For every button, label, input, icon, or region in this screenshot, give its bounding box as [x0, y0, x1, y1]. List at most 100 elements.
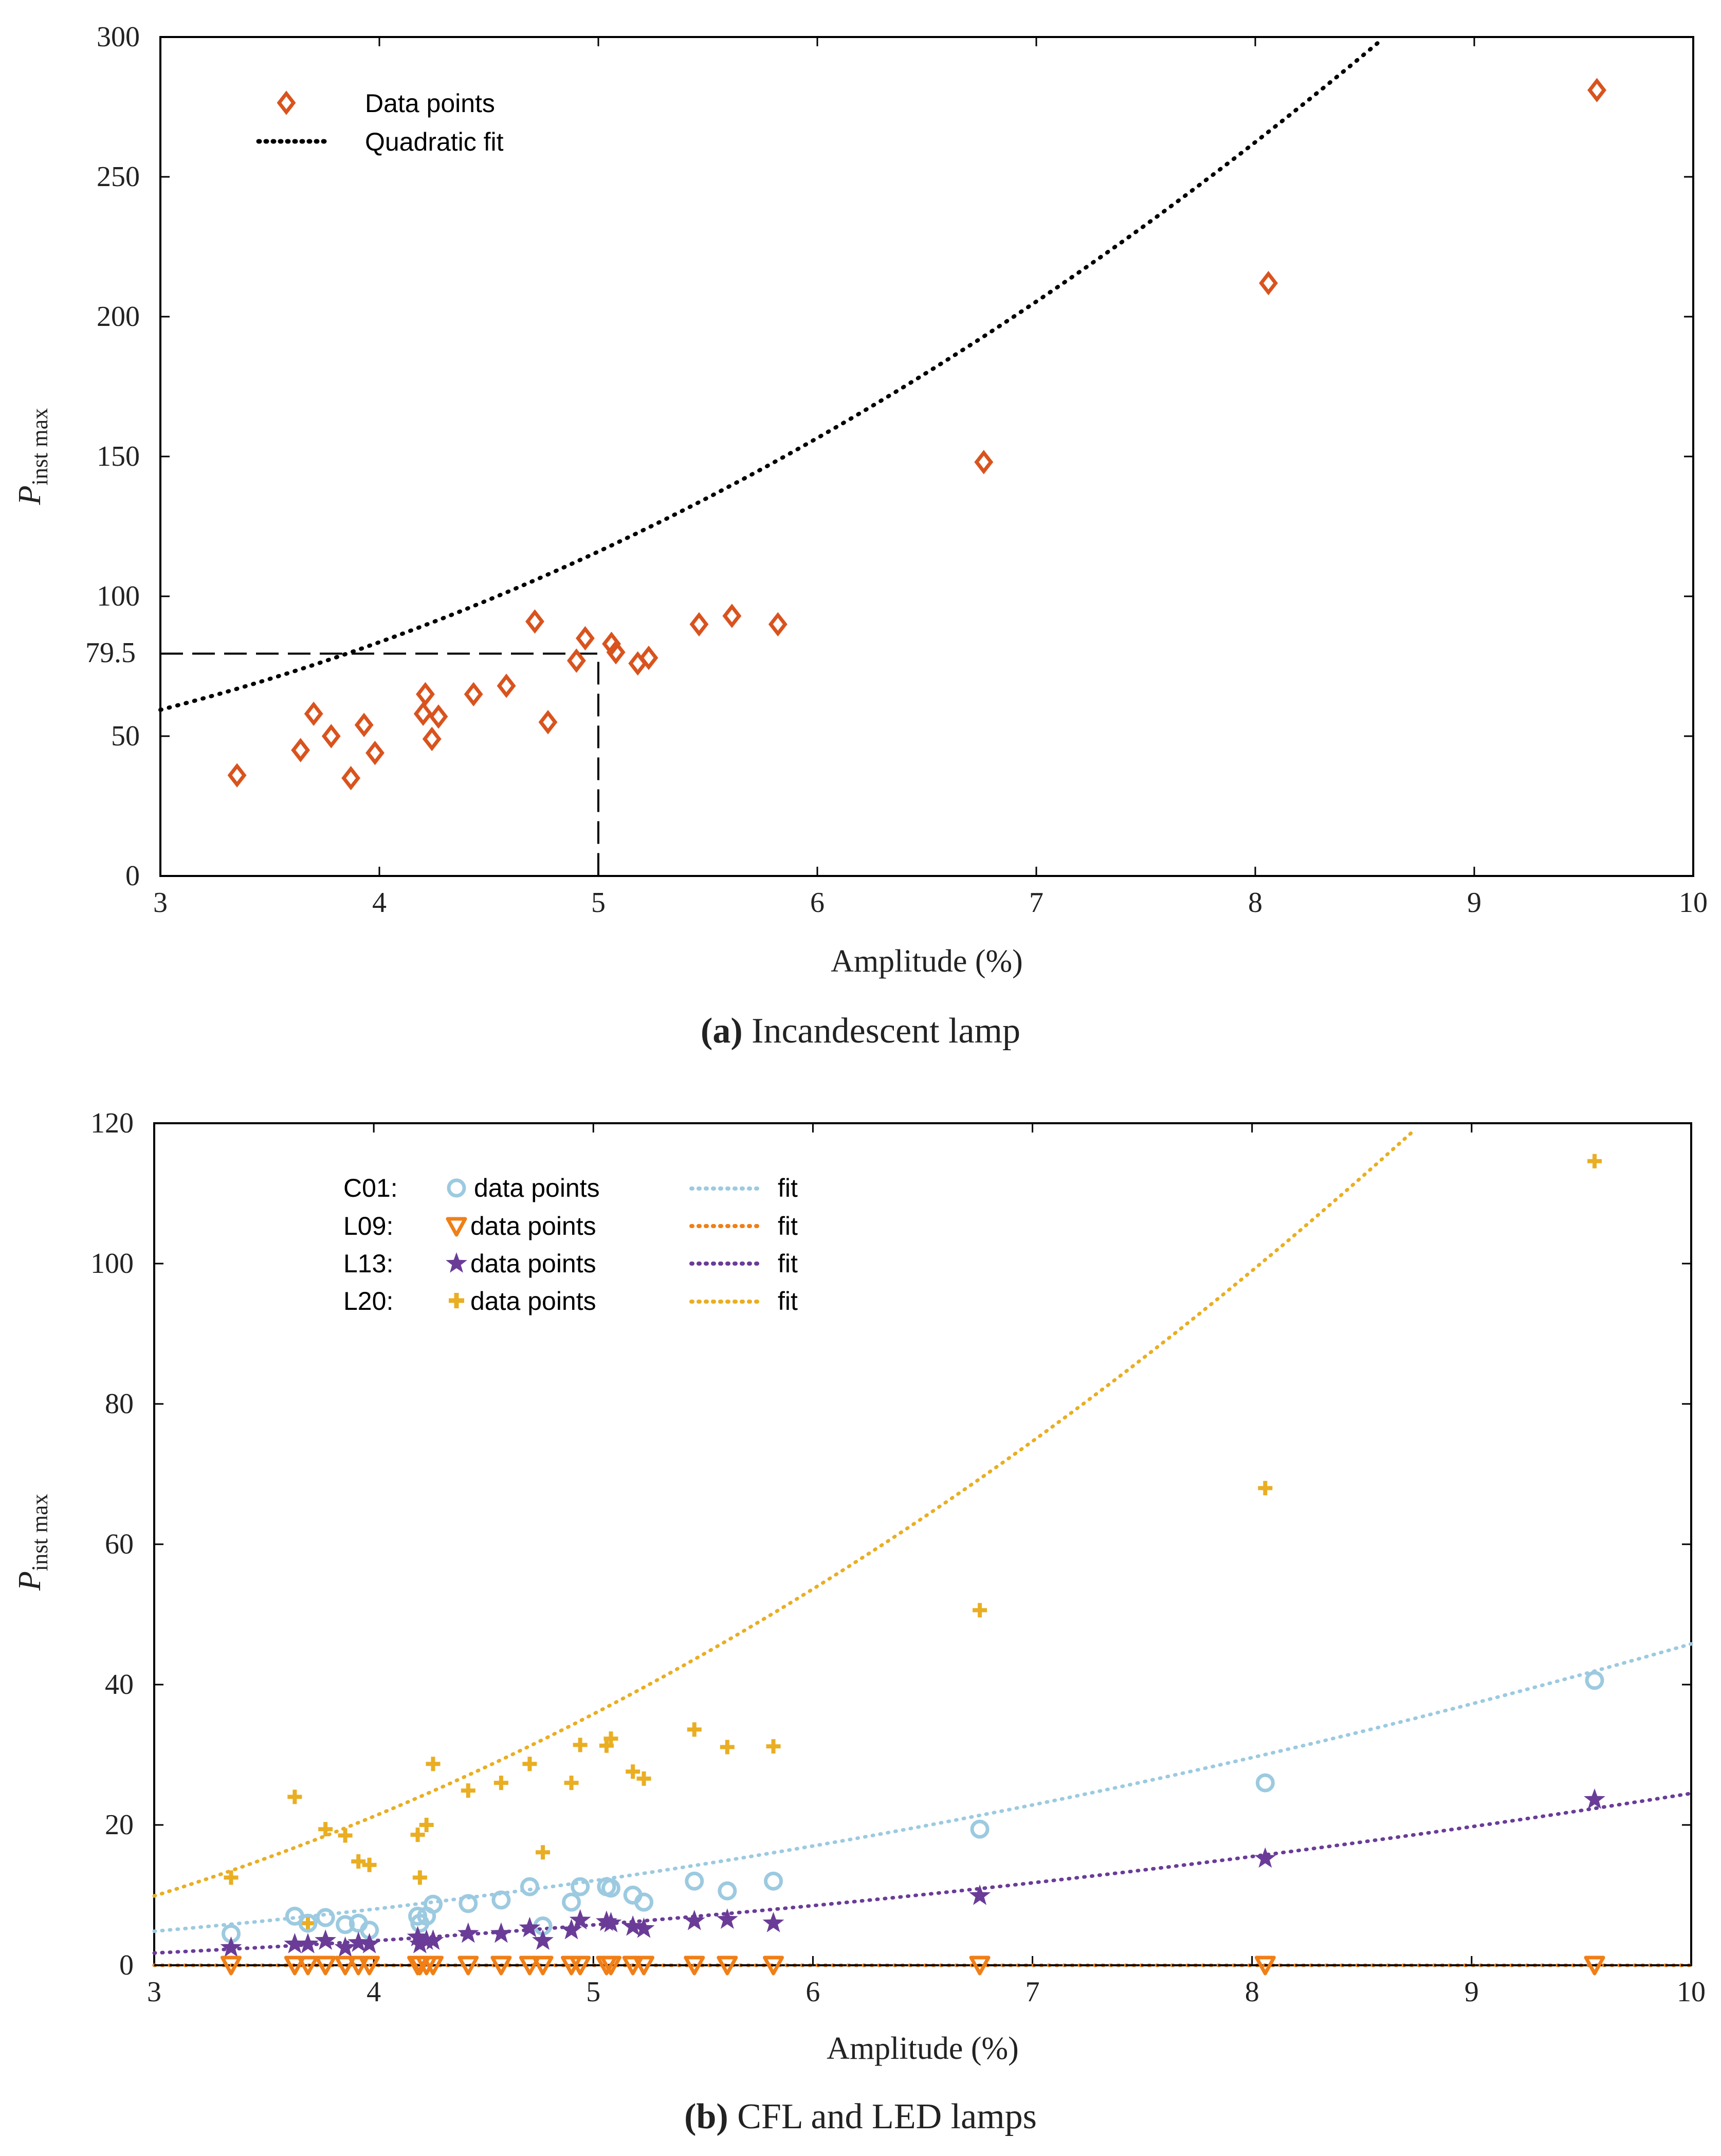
- panel-b-point-l13: [600, 1912, 622, 1932]
- panel-a-data-point: [525, 609, 544, 634]
- panel-b-point-l09: [570, 1956, 591, 1976]
- panel-b-ytick-label: 100: [90, 1248, 134, 1280]
- panel-b-point-c01: [298, 1913, 318, 1933]
- panel-a-data-point: [974, 450, 994, 474]
- panel-b-fit-line-c01: [152, 1642, 1693, 1933]
- panel-a-data-point: [566, 648, 586, 673]
- panel-b-point-l20: [687, 1722, 702, 1737]
- panel-b-point-c01: [562, 1892, 581, 1912]
- panel-b-point-c01: [491, 1890, 511, 1910]
- panel-b-point-l13: [347, 1931, 370, 1952]
- panel-a-data-point: [576, 626, 595, 651]
- panel-b-point-l13: [490, 1922, 512, 1943]
- panel-b-point-c01: [1585, 1671, 1604, 1690]
- panel-b-point-l09: [622, 1956, 644, 1976]
- panel-b-point-l13: [532, 1929, 554, 1950]
- panel-b-xtick-label: 6: [805, 1976, 820, 2008]
- panel-b-point-l13: [716, 1908, 738, 1929]
- panel-b-point-l13: [422, 1929, 444, 1950]
- panel-b-point-l09: [284, 1956, 305, 1976]
- panel-a-fit-layer: [158, 40, 1381, 712]
- panel-b-point-c01: [459, 1894, 478, 1913]
- panel-b-point-l13: [560, 1919, 582, 1940]
- panel-a-data-point: [538, 710, 558, 735]
- panel-b-point-l20: [224, 1870, 239, 1885]
- panel-b-point-l09: [1584, 1956, 1605, 1976]
- panel-b-point-c01: [520, 1877, 539, 1896]
- panel-b-point-l09: [335, 1956, 356, 1976]
- panel-b-legend-marker-plus: [449, 1293, 464, 1308]
- panel-b-xtick-label: 5: [586, 1976, 600, 2008]
- panel-b-point-c01: [634, 1892, 654, 1912]
- panel-b-point-l09: [684, 1956, 705, 1976]
- panel-a-reference-dashed-line: [160, 652, 599, 876]
- panel-b-point-c01: [601, 1878, 620, 1898]
- panel-b-legend-fit-label-l09: fit: [778, 1212, 798, 1240]
- panel-b-point-l20: [461, 1783, 475, 1798]
- panel-b-legend-fit-label-l13: fit: [778, 1249, 798, 1278]
- panel-b-point-l09: [600, 1956, 621, 1976]
- panel-b-ytick-label: 40: [105, 1669, 134, 1701]
- panel-b-point-l13: [407, 1926, 429, 1947]
- panel-a-legend-marker-diamond: [277, 90, 296, 115]
- panel-a-xtick-label: 3: [153, 887, 168, 919]
- panel-b-point-l13: [284, 1933, 306, 1953]
- panel-b-caption: (b) CFL and LED lamps: [684, 2097, 1037, 2136]
- panel-b-point-c01: [571, 1877, 590, 1896]
- panel-b-ytick-label: 20: [105, 1809, 134, 1841]
- panel-a-caption: (a) Incandescent lamp: [701, 1011, 1020, 1051]
- panel-b-point-l09: [297, 1956, 319, 1976]
- panel-b-point-l09: [422, 1956, 444, 1976]
- panel-b-legend-marker-star: [446, 1252, 467, 1273]
- panel-a-quadratic-fit-line: [158, 40, 1381, 712]
- panel-b-point-l13: [334, 1936, 356, 1957]
- panel-a-data-point: [321, 724, 341, 748]
- panel-b-xtick-label: 4: [367, 1976, 381, 2008]
- panel-a-data-point: [1587, 78, 1606, 103]
- panel-b-point-l20: [426, 1757, 441, 1771]
- panel-b-fit-layer: [152, 1128, 1693, 1967]
- panel-b-point-l20: [603, 1731, 618, 1746]
- panel-b-legend-label-l09: L09:: [343, 1212, 393, 1240]
- panel-b-point-l13: [683, 1910, 705, 1930]
- panel-a-xtick-label: 7: [1029, 887, 1043, 919]
- panel-b-legend-data-l20: data points: [470, 1287, 596, 1315]
- panel-b-point-l20: [338, 1828, 353, 1843]
- panel-b-point-l20: [301, 1916, 315, 1931]
- panel-b-point-l20: [626, 1764, 640, 1779]
- panel-b-point-l09: [457, 1956, 479, 1976]
- panel-b-legend-marker-circle: [447, 1178, 466, 1198]
- panel-b-ytick-label: 120: [90, 1107, 134, 1139]
- panel-b-legend-fit-label-c01: fit: [778, 1174, 798, 1202]
- panel-a-xtick-label: 8: [1248, 887, 1262, 919]
- panel-b-point-c01: [764, 1871, 783, 1891]
- panel-a-data-point: [497, 673, 516, 698]
- panel-a-ytick-label: 50: [111, 720, 140, 752]
- panel-b-point-l20: [573, 1738, 588, 1752]
- panel-b-point-l13: [297, 1933, 319, 1953]
- panel-b-point-l20: [522, 1757, 537, 1771]
- panel-b-point-l20: [973, 1603, 987, 1618]
- panel-b-point-l20: [318, 1822, 333, 1837]
- panel-a-data-point: [365, 740, 385, 765]
- panel-b-point-c01: [685, 1871, 704, 1891]
- panel-b-point-l09: [347, 1956, 369, 1976]
- panel-b-xtick-label: 9: [1464, 1976, 1479, 2008]
- panel-b-fit-line-l13: [152, 1792, 1693, 1955]
- panel-b-xtick-label: 8: [1245, 1976, 1259, 2008]
- panel-b-point-l09: [519, 1956, 540, 1976]
- panel-b-legend-fit-label-l20: fit: [778, 1287, 798, 1315]
- panel-a-data-point: [413, 701, 433, 726]
- panel-b-point-l13: [409, 1933, 431, 1953]
- panel-b-point-l09: [490, 1956, 512, 1976]
- panel-a-data-point: [416, 682, 435, 707]
- panel-a-xtick-label: 4: [372, 887, 387, 919]
- panel-a-ytick-label: 150: [97, 441, 140, 472]
- panel-b-legend: C01: data points fit L09: data points fi…: [343, 1174, 798, 1315]
- panel-b-y-axis-label: Pinst max: [12, 1494, 52, 1591]
- panel-b-point-l13: [457, 1922, 479, 1943]
- panel-b-legend-label-l13: L13:: [343, 1249, 393, 1278]
